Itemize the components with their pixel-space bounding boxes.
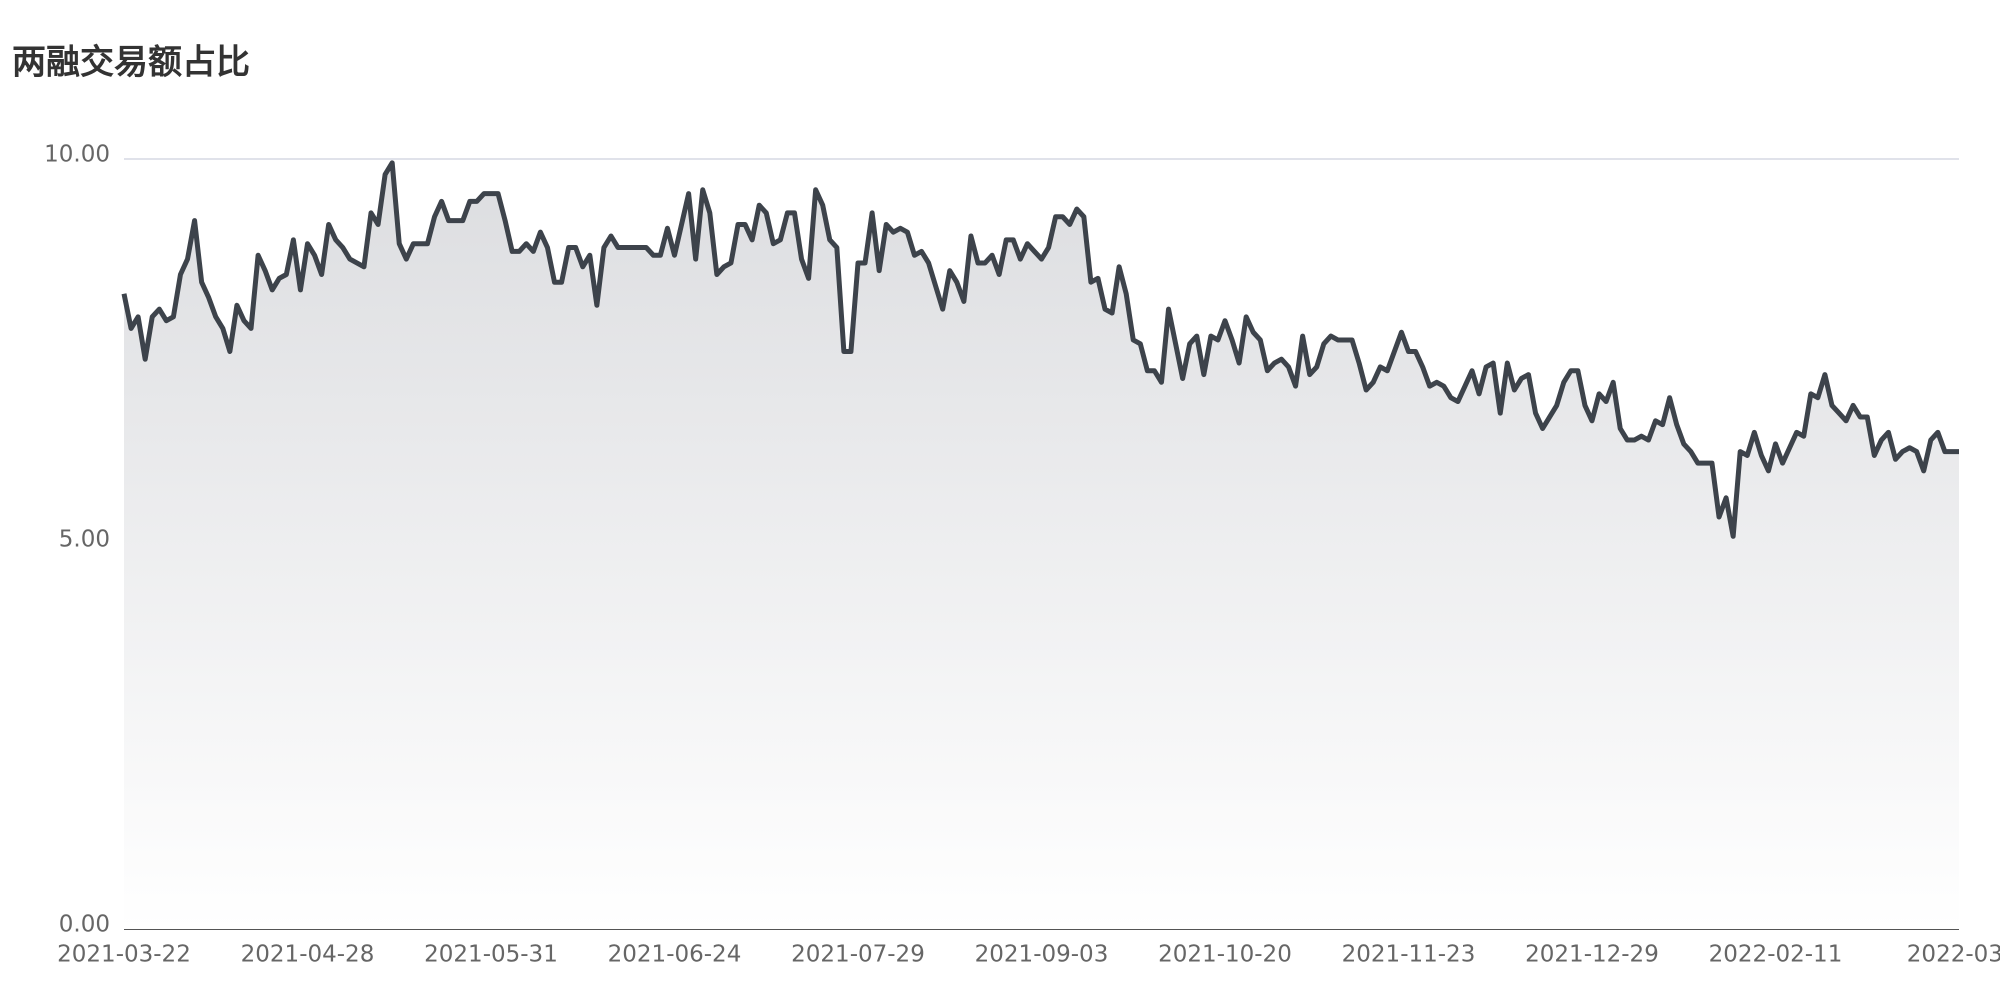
x-tick-label: 2022-02-11 [1709,942,1843,968]
x-tick-label: 2021-04-28 [241,942,375,968]
y-tick-label: 0.00 [59,912,110,938]
line [121,160,1959,539]
x-tick-label: 2021-11-23 [1342,942,1476,968]
x-tick-label: 2021-07-29 [791,942,925,968]
x-tick-label: 2021-06-24 [608,942,742,968]
x-tick-label: 2021-10-20 [1158,942,1292,968]
x-tick-label: 2021-03-22 [57,942,191,968]
x-tick-label: 2022-03- [1907,942,2000,968]
area [124,162,1959,930]
y-tick-label: 5.00 [59,527,110,553]
chart-title: 两融交易额占比 [12,43,250,83]
y-tick-label: 10.00 [44,142,110,168]
x-tick-label: 2021-05-31 [424,942,558,968]
x-tick-label: 2021-09-03 [975,942,1109,968]
x-tick-label: 2021-12-29 [1525,942,1659,968]
